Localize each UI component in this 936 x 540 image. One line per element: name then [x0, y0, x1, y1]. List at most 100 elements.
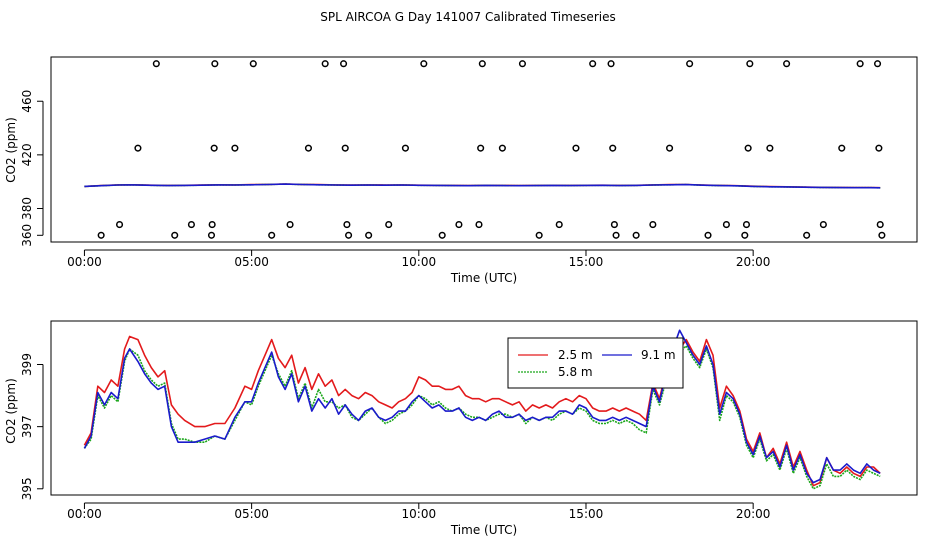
scatter-point [477, 144, 485, 152]
bottom-panel: 00:00 05:00 10:00 15:00 20:00 395 397 399 Time… [4, 320, 918, 537]
scatter-point [666, 144, 674, 152]
scatter-point [722, 221, 730, 229]
top-x-axis: 00:00 05:00 10:00 15:00 20:00 [67, 249, 771, 269]
top-y-axis: 360 380 420 460 [20, 90, 44, 247]
top-panel: 00:00 05:00 10:00 15:00 20:00 360 380 420 460 T… [4, 56, 918, 285]
scatter-point [632, 231, 640, 239]
scatter-point [875, 144, 883, 152]
scatter-point [341, 144, 349, 152]
x-tick-label: 00:00 [67, 255, 102, 269]
x-tick-label: 20:00 [736, 255, 771, 269]
scatter-point [210, 144, 218, 152]
top-scatter-group [97, 60, 886, 239]
x-tick-label: 15:00 [569, 255, 604, 269]
scatter-point [609, 144, 617, 152]
scatter-point [321, 60, 329, 68]
figure-title: SPL AIRCOA G Day 141007 Calibrated Times… [320, 10, 615, 24]
legend-label-9-1m: 9.1 m [641, 348, 676, 362]
bottom-plot-frame [50, 320, 918, 496]
scatter-point [649, 221, 657, 229]
y-tick-label: 395 [20, 477, 34, 500]
scatter-point [610, 221, 618, 229]
scatter-point [555, 221, 563, 229]
scatter-point [207, 231, 216, 239]
scatter-point [612, 231, 620, 239]
scatter-point [211, 60, 219, 68]
y-tick-label: 380 [20, 197, 34, 220]
scatter-point [231, 144, 239, 152]
scatter-point [878, 231, 886, 239]
scatter-point [304, 144, 313, 152]
y-tick-label: 360 [20, 224, 34, 247]
bottom-series-group [83, 329, 881, 490]
scatter-point [535, 231, 543, 239]
scatter-point [438, 231, 446, 239]
scatter-point [171, 231, 179, 239]
top-y-axis-label: CO2 (ppm) [4, 117, 18, 183]
scatter-point [401, 144, 409, 152]
series-line-2-5-m [83, 335, 881, 487]
scatter-point [187, 221, 195, 229]
scatter-point [498, 144, 506, 152]
scatter-point [518, 60, 527, 68]
scatter-point [455, 221, 463, 229]
scatter-point [385, 221, 393, 229]
scatter-point [478, 60, 486, 68]
series-line-9-1-m [83, 329, 881, 484]
scatter-point [268, 231, 276, 239]
bottom-y-axis-label: CO2 (ppm) [4, 378, 18, 444]
x-tick-label: 10:00 [402, 255, 437, 269]
scatter-point [475, 221, 483, 229]
x-tick-label: 15:00 [569, 507, 604, 521]
scatter-point [343, 221, 351, 229]
scatter-point [876, 221, 884, 229]
scatter-point [152, 60, 160, 68]
scatter-point [97, 231, 105, 239]
legend-label-2-5m: 2.5 m [558, 348, 593, 362]
x-tick-label: 00:00 [67, 507, 102, 521]
top-x-axis-label: Time (UTC) [450, 271, 517, 285]
scatter-point [340, 60, 348, 68]
scatter-point [572, 144, 580, 152]
scatter-point [742, 221, 751, 229]
scatter-point [744, 144, 752, 152]
legend-box [507, 337, 684, 389]
scatter-point [208, 221, 216, 229]
scatter-point [819, 221, 827, 229]
scatter-point [249, 60, 257, 68]
y-tick-label: 399 [20, 353, 34, 376]
scatter-point [115, 221, 124, 229]
y-tick-label: 397 [20, 415, 34, 438]
series-line-9-1-m [84, 183, 881, 189]
scatter-point [686, 60, 694, 68]
bottom-y-axis: 395 397 399 [20, 353, 44, 500]
scatter-point [803, 231, 811, 239]
scatter-point [420, 60, 428, 68]
y-tick-label: 420 [20, 143, 34, 166]
bottom-x-axis: 00:00 05:00 10:00 15:00 20:00 [67, 502, 771, 521]
scatter-point [766, 144, 774, 152]
scatter-point [286, 221, 294, 229]
scatter-point [589, 60, 597, 68]
scatter-point [365, 231, 373, 239]
scatter-point [741, 231, 749, 239]
scatter-point [134, 144, 142, 152]
y-tick-label: 460 [20, 90, 34, 113]
scatter-point [607, 60, 615, 68]
scatter-point [783, 60, 791, 68]
scatter-point [873, 60, 882, 68]
scatter-point [746, 60, 754, 68]
scatter-point [838, 144, 846, 152]
scatter-point [345, 231, 353, 239]
legend-label-5-8m: 5.8 m [558, 365, 593, 379]
x-tick-label: 05:00 [234, 255, 269, 269]
scatter-point [856, 60, 864, 68]
x-tick-label: 05:00 [234, 507, 269, 521]
legend: 2.5 m 5.8 m 9.1 m [507, 337, 684, 389]
scatter-point [704, 231, 712, 239]
bottom-x-axis-label: Time (UTC) [450, 523, 517, 537]
top-series-group [84, 183, 881, 189]
x-tick-label: 20:00 [736, 507, 771, 521]
